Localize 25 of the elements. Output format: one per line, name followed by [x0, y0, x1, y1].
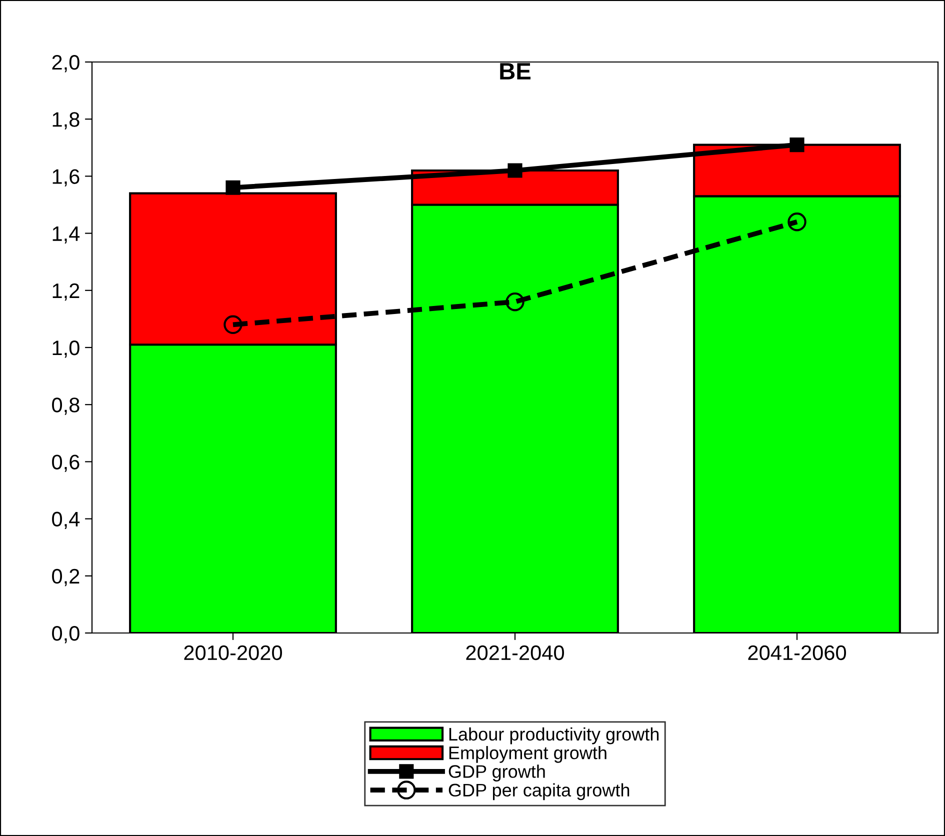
x-tick-label: 2041-2060 — [748, 645, 846, 660]
legend-label: Labour productivity growth — [449, 727, 659, 744]
y-tick-label: 1,6 — [52, 169, 80, 186]
x-tick-label: 2010-2020 — [184, 645, 282, 660]
point — [788, 212, 806, 232]
point — [508, 163, 522, 178]
y-tick-label: 0,0 — [52, 626, 80, 644]
x-tick-label: 2021-2040 — [466, 645, 564, 660]
legend-label: GDP per capita growth — [448, 783, 630, 800]
y-tick-label: 0,2 — [52, 568, 80, 586]
y-tick-label: 1,2 — [52, 283, 80, 301]
y-tick-label: 0,8 — [52, 398, 80, 415]
y-tick-label: 2,0 — [52, 55, 80, 72]
point — [226, 180, 240, 195]
y-tick-label: 0,4 — [52, 512, 80, 530]
point — [224, 315, 242, 334]
y-tick-label: 1,4 — [52, 226, 80, 244]
legend-label: Employment growth — [449, 746, 606, 763]
y-tick-label: 0,6 — [52, 454, 80, 472]
chart-title: BE — [500, 63, 530, 80]
y-tick-label: 1,0 — [52, 340, 80, 358]
legend-label: GDP growth — [448, 764, 545, 782]
point — [790, 138, 804, 152]
y-tick-label: 1,8 — [52, 112, 80, 130]
point — [506, 292, 524, 312]
